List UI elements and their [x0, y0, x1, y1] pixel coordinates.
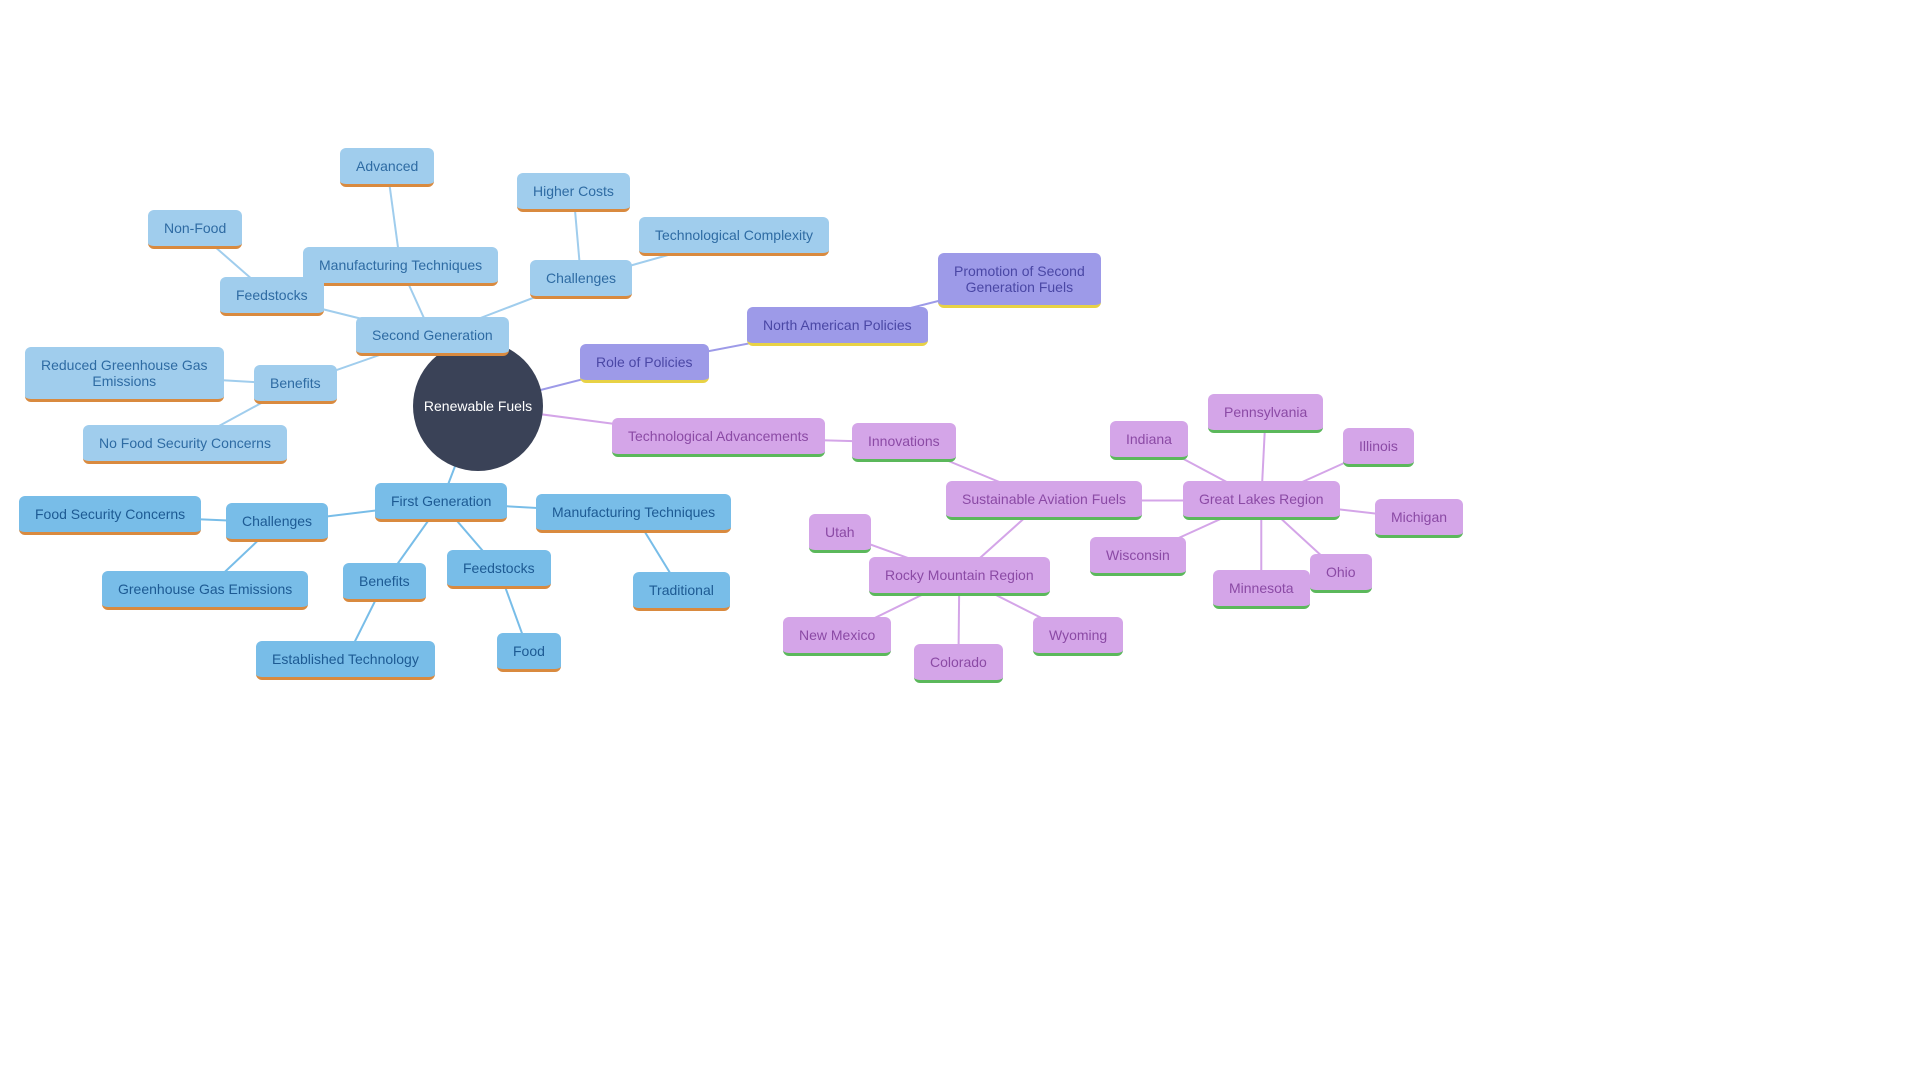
node-no-food-concerns: No Food Security Concerns [83, 425, 287, 464]
node-food: Food [497, 633, 561, 672]
node-higher-costs: Higher Costs [517, 173, 630, 212]
node-ghg-reduced: Reduced Greenhouse GasEmissions [25, 347, 224, 402]
node-ghg-emissions: Greenhouse Gas Emissions [102, 571, 308, 610]
node-non-food: Non-Food [148, 210, 242, 249]
node-ohio: Ohio [1310, 554, 1372, 593]
node-colorado: Colorado [914, 644, 1003, 683]
node-utah: Utah [809, 514, 871, 553]
node-second-gen: Second Generation [356, 317, 509, 356]
node-rocky-mountain: Rocky Mountain Region [869, 557, 1050, 596]
node-minnesota: Minnesota [1213, 570, 1310, 609]
node-promotion: Promotion of SecondGeneration Fuels [938, 253, 1101, 308]
node-feedstocks-2: Feedstocks [220, 277, 324, 316]
node-wyoming: Wyoming [1033, 617, 1123, 656]
node-first-gen: First Generation [375, 483, 507, 522]
node-tech-complexity: Technological Complexity [639, 217, 829, 256]
node-benefits-2: Benefits [254, 365, 337, 404]
node-tech-adv: Technological Advancements [612, 418, 825, 457]
node-challenges-1: Challenges [226, 503, 328, 542]
node-wisconsin: Wisconsin [1090, 537, 1186, 576]
node-michigan: Michigan [1375, 499, 1463, 538]
node-great-lakes: Great Lakes Region [1183, 481, 1340, 520]
node-role-policies: Role of Policies [580, 344, 709, 383]
central-node: Renewable Fuels [413, 341, 543, 471]
node-new-mexico: New Mexico [783, 617, 891, 656]
node-feedstocks-1: Feedstocks [447, 550, 551, 589]
node-benefits-1: Benefits [343, 563, 426, 602]
node-indiana: Indiana [1110, 421, 1188, 460]
node-pennsylvania: Pennsylvania [1208, 394, 1323, 433]
node-illinois: Illinois [1343, 428, 1414, 467]
node-traditional: Traditional [633, 572, 730, 611]
node-innovations: Innovations [852, 423, 956, 462]
node-sustainable-aviation: Sustainable Aviation Fuels [946, 481, 1142, 520]
node-advanced: Advanced [340, 148, 434, 187]
node-mfg-tech-1: Manufacturing Techniques [536, 494, 731, 533]
node-mfg-tech-2: Manufacturing Techniques [303, 247, 498, 286]
node-food-concerns: Food Security Concerns [19, 496, 201, 535]
node-challenges-2: Challenges [530, 260, 632, 299]
node-established-tech: Established Technology [256, 641, 435, 680]
node-na-policies: North American Policies [747, 307, 928, 346]
